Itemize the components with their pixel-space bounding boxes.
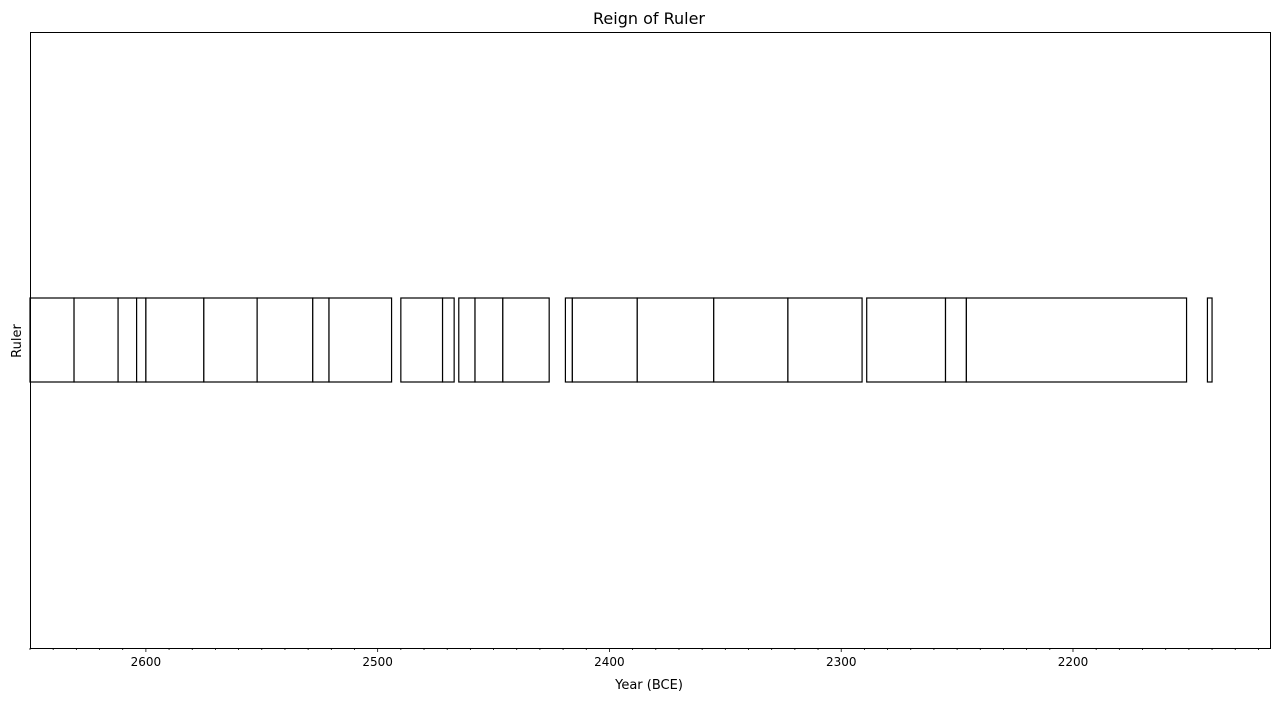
plot-frame <box>30 32 1271 649</box>
reign-bar-12 <box>458 297 476 383</box>
reign-bar-10 <box>400 297 444 383</box>
y-axis-label: Ruler <box>10 324 25 358</box>
chart-title: Reign of Ruler <box>593 9 705 28</box>
reign-bar-22 <box>965 297 1188 383</box>
reign-bar-3 <box>117 297 138 383</box>
reign-bar-21 <box>944 297 967 383</box>
reign-bar-4 <box>136 297 147 383</box>
reign-bar-11 <box>441 297 455 383</box>
x-tick-label: 2600 <box>131 655 162 669</box>
x-axis-ticks: 2600 2500 2400 2300 2200 <box>29 648 1259 669</box>
reign-bar-13 <box>474 297 504 383</box>
reign-bar-18 <box>713 297 789 383</box>
reign-bar-19 <box>787 297 863 383</box>
reign-bar-15 <box>564 297 573 383</box>
x-axis-label: Year (BCE) <box>614 678 683 693</box>
reign-bar-1 <box>29 297 75 383</box>
reign-bar-5 <box>145 297 205 383</box>
reign-bar-7 <box>256 297 314 383</box>
x-tick-label: 2400 <box>594 655 625 669</box>
reign-bar-23 <box>1206 297 1213 383</box>
x-tick-label: 2300 <box>826 655 857 669</box>
reign-bar-14 <box>502 297 550 383</box>
reign-bar-20 <box>866 297 947 383</box>
reign-bar-8 <box>312 297 330 383</box>
reign-bar-17 <box>636 297 715 383</box>
reign-bar-2 <box>73 297 119 383</box>
reign-bar-6 <box>203 297 258 383</box>
x-tick-label: 2200 <box>1058 655 1089 669</box>
reign-bar-16 <box>571 297 638 383</box>
bars-layer <box>29 297 1213 383</box>
x-tick-label: 2500 <box>362 655 393 669</box>
reign-bar-9 <box>328 297 393 383</box>
